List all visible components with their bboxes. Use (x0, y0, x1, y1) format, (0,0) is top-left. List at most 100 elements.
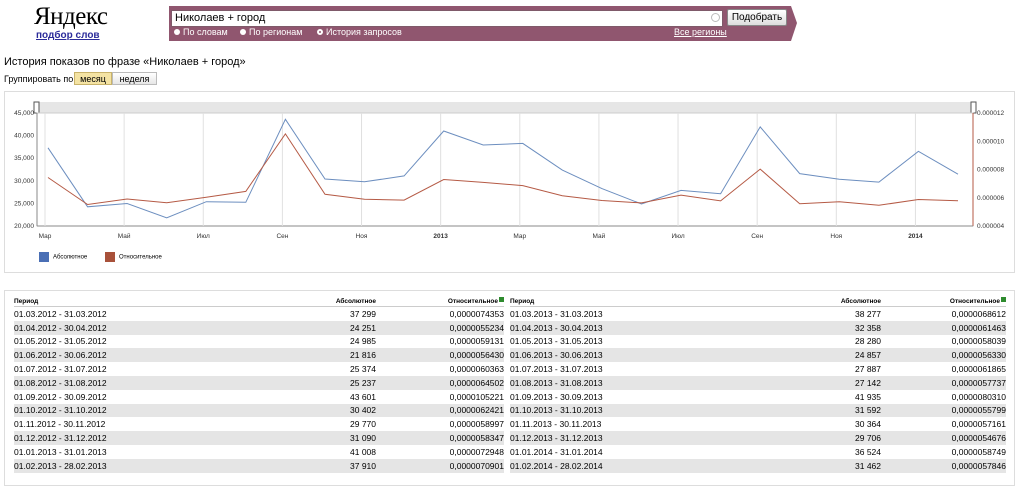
col-relative[interactable]: Относительное (376, 296, 504, 307)
period-cell: 01.10.2013 - 31.10.2013 (510, 403, 754, 418)
x-tick-label: 2013 (433, 233, 448, 240)
table-row: 01.06.2012 - 30.06.2012 21 816 0,000005643… (14, 348, 504, 363)
range-handle-left (33, 101, 40, 114)
table-row: 01.09.2013 - 30.09.2013 41 935 0,000008031… (510, 390, 1006, 404)
absolute-cell: 30 402 (254, 403, 376, 418)
col-absolute[interactable]: Абсолютное (754, 296, 881, 307)
search-button[interactable]: Подобрать (727, 9, 787, 26)
group-month-button[interactable]: месяц (74, 72, 112, 85)
table-row: 01.01.2013 - 31.01.2013 41 008 0,000007294… (14, 445, 504, 459)
table-row: 01.04.2013 - 30.04.2013 32 358 0,000006146… (510, 320, 1006, 335)
relative-cell: 0,0000062421 (376, 403, 504, 418)
col-relative-label: Относительное (949, 298, 1000, 305)
table-row: 01.07.2012 - 31.07.2012 25 374 0,000006036… (14, 362, 504, 376)
y-tick-left: 25,000 (14, 200, 34, 207)
history-table-right: Период Абсолютное Относительное 01.03.20… (510, 296, 1006, 473)
x-tick-label: Май (118, 232, 131, 240)
x-tick-label: Ноя (830, 233, 842, 240)
y-tick-right: 0.000006 (977, 195, 1004, 202)
legend-absolute-label: Абсолютное (53, 254, 88, 261)
y-tick-left: 30,000 (14, 178, 34, 185)
relative-cell: 0,0000055799 (881, 403, 1006, 418)
relative-cell: 0,0000054676 (881, 431, 1006, 445)
y-tick-right: 0.000004 (977, 223, 1004, 230)
radio-selected-icon[interactable] (317, 29, 323, 35)
y-tick-left: 40,000 (14, 133, 34, 140)
mode-history-label: История запросов (326, 27, 402, 37)
relative-cell: 0,0000072948 (449, 446, 504, 457)
relative-cell: 0,0000057161 (951, 419, 1006, 430)
y-tick-left: 35,000 (14, 155, 34, 162)
relative-cell: 0,0000064502 (376, 375, 504, 390)
mode-regions[interactable]: По регионам (240, 27, 302, 38)
relative-cell: 0,0000057737 (881, 375, 1006, 390)
col-period: Период (510, 296, 754, 307)
period-cell: 01.07.2013 - 31.07.2013 (510, 364, 603, 375)
search-input[interactable]: Николаев + город (171, 10, 723, 27)
radio-icon[interactable] (240, 29, 246, 35)
table-row: 01.01.2014 - 31.01.2014 36 524 0,000005874… (510, 445, 1006, 459)
chart-panel (4, 91, 1015, 273)
period-cell: 01.07.2012 - 31.07.2012 (14, 364, 107, 375)
absolute-cell: 30 364 (855, 419, 881, 430)
absolute-cell: 37 299 (350, 308, 376, 319)
absolute-cell: 32 358 (754, 320, 881, 335)
period-cell: 01.08.2013 - 31.08.2013 (510, 375, 754, 390)
mode-history[interactable]: История запросов (317, 27, 402, 38)
radio-icon[interactable] (174, 29, 180, 35)
table-row: 01.02.2013 - 28.02.2013 37 910 0,000007090… (14, 458, 504, 473)
period-cell: 01.06.2013 - 30.06.2013 (510, 348, 754, 363)
x-tick-label: Сен (276, 233, 288, 240)
x-tick-label: Июл (671, 233, 684, 240)
relative-cell: 0,0000060363 (449, 364, 504, 375)
y-tick-left: 20,000 (14, 223, 34, 230)
absolute-cell: 37 910 (254, 458, 376, 473)
table-row: 01.05.2013 - 31.05.2013 28 280 0,000005803… (510, 335, 1006, 349)
absolute-cell: 29 770 (350, 419, 376, 430)
period-cell: 01.01.2014 - 31.01.2014 (510, 446, 603, 457)
col-relative[interactable]: Относительное (881, 296, 1006, 307)
legend-relative: Относительное (105, 252, 162, 263)
period-cell: 01.09.2012 - 30.09.2012 (14, 391, 107, 402)
mode-words-label: По словам (183, 27, 228, 37)
history-table-left: Период Абсолютное Относительное 01.03.20… (14, 296, 504, 473)
excel-icon[interactable] (1001, 297, 1006, 302)
table-row: 01.08.2012 - 31.08.2012 25 237 0,000006450… (14, 375, 504, 390)
relative-cell: 0,0000058749 (951, 446, 1006, 457)
relative-cell: 0,0000055234 (376, 320, 504, 335)
table-row: 01.11.2012 - 30.11.2012 29 770 0,000005899… (14, 417, 504, 431)
absolute-cell: 24 985 (350, 336, 376, 347)
relative-cell: 0,0000105221 (449, 391, 504, 402)
history-chart: Мар Май Июл Сен Ноя 2013 Мар Май Июл Сен Ноя 2014 45… (14, 101, 1004, 240)
col-absolute[interactable]: Абсолютное (254, 296, 376, 307)
yandex-logo[interactable]: Яндекс (34, 3, 108, 30)
table-row: 01.12.2012 - 31.12.2012 31 090 0,000005834… (14, 431, 504, 445)
period-cell: 01.09.2013 - 30.09.2013 (510, 391, 603, 402)
x-tick-label: Июл (197, 233, 210, 240)
excel-icon[interactable] (499, 297, 504, 302)
period-cell: 01.11.2013 - 30.11.2013 (510, 419, 602, 430)
absolute-cell: 36 524 (855, 446, 881, 457)
table-row: 01.03.2013 - 31.03.2013 38 277 0,000006861… (510, 307, 1006, 321)
group-week-button[interactable]: неделя (112, 72, 157, 85)
range-selector (37, 102, 973, 113)
mode-words[interactable]: По словам (174, 27, 228, 38)
table-row: 01.08.2013 - 31.08.2013 27 142 0,000005773… (510, 375, 1006, 390)
all-regions-link[interactable]: Все регионы (674, 27, 727, 37)
wordstat-link[interactable]: подбор слов (36, 30, 100, 41)
relative-cell: 0,0000058997 (449, 419, 504, 430)
y-tick-right: 0.000012 (977, 110, 1004, 117)
absolute-cell: 27 887 (855, 364, 881, 375)
absolute-cell: 25 374 (350, 364, 376, 375)
legend-swatch-red (105, 252, 115, 262)
mode-regions-label: По регионам (249, 27, 303, 37)
period-cell: 01.04.2012 - 30.04.2012 (14, 320, 254, 335)
absolute-cell: 21 816 (254, 348, 376, 363)
table-row: 01.02.2014 - 28.02.2014 31 462 0,000005784… (510, 458, 1006, 473)
clear-icon[interactable] (711, 13, 720, 22)
col-relative-label: Относительное (447, 298, 498, 305)
table-row: 01.06.2013 - 30.06.2013 24 857 0,000005633… (510, 348, 1006, 363)
relative-cell: 0,0000058347 (376, 431, 504, 445)
period-cell: 01.03.2013 - 31.03.2013 (510, 308, 603, 319)
absolute-cell: 28 280 (855, 336, 881, 347)
